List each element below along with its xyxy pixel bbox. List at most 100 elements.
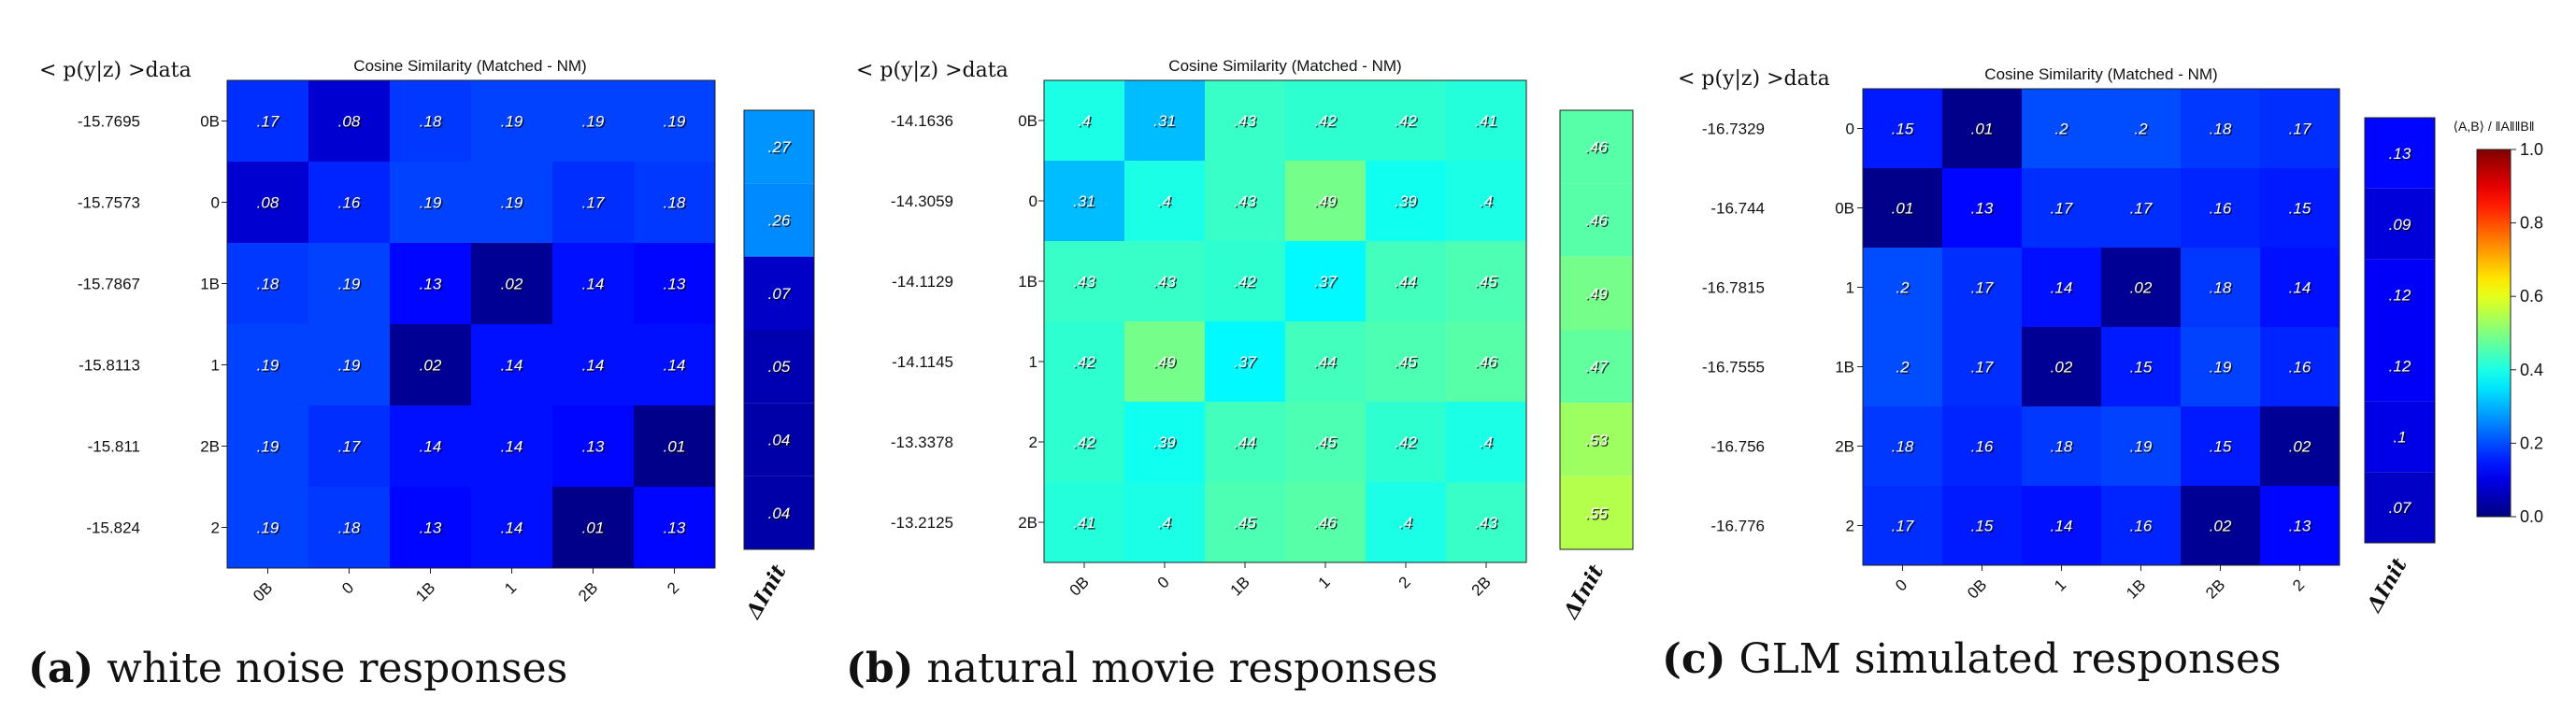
cell-label-shadow: .19 — [258, 439, 280, 457]
x-tick-label: 2B — [2202, 576, 2228, 602]
delta-init-label: .47 — [1585, 358, 1608, 376]
cell-label: .17 — [338, 438, 361, 456]
cell-label: .18 — [338, 519, 361, 537]
cell-label: .01 — [1971, 121, 1994, 138]
cell-label: .18 — [257, 276, 279, 293]
heatmap-cell — [308, 80, 390, 162]
row-value: -15.7695 — [78, 113, 140, 131]
cell-label: .19 — [257, 438, 279, 456]
cell-label-shadow: .19 — [421, 195, 443, 213]
row-value: -14.1129 — [892, 273, 953, 291]
heatmap-cell — [227, 162, 308, 243]
panel-caption: (b) natural movie responses — [846, 645, 1438, 692]
cell-label-shadow: .13 — [583, 439, 606, 457]
delta-label-shadow: .26 — [769, 213, 792, 231]
cell-label: .14 — [664, 357, 686, 375]
cell-label-shadow: .17 — [2131, 201, 2154, 219]
cell-label: .18 — [2210, 121, 2232, 138]
cell-label-shadow: .4 — [1481, 194, 1494, 212]
colorbar-tick-label: 0.2 — [2520, 434, 2543, 452]
heatmap-cell — [552, 487, 634, 568]
heatmap-cell — [2022, 486, 2101, 565]
cell-label-shadow: .19 — [258, 520, 280, 538]
y-tick-label: 2B — [200, 438, 220, 456]
x-tick-label: 1 — [501, 578, 520, 597]
cell-label: .31 — [1153, 112, 1176, 130]
heatmap-title: Cosine Similarity (Matched - NM) — [353, 57, 586, 75]
cell-label: .39 — [1395, 192, 1417, 210]
heatmap-cell — [471, 162, 552, 243]
cell-label: .4 — [1078, 112, 1091, 130]
heatmap-cell — [1942, 486, 2022, 565]
heatmap-cell — [634, 324, 715, 405]
heatmap-cell — [1942, 89, 2022, 168]
cell-label: .19 — [257, 357, 279, 375]
heatmap-cell — [1863, 89, 1942, 168]
cell-label-shadow: .02 — [2131, 280, 2154, 298]
heatmap-cell — [1446, 402, 1526, 482]
row-value: -14.1145 — [892, 353, 953, 371]
heatmap-cell — [1285, 482, 1366, 562]
heatmap-cell — [390, 324, 471, 405]
cell-label: .08 — [338, 113, 361, 131]
heatmap-cell — [1366, 241, 1446, 321]
heatmap-cell — [1205, 321, 1285, 402]
y-tick-label: 0 — [211, 194, 220, 212]
cell-label: .19 — [257, 519, 279, 537]
cell-label: .02 — [2289, 438, 2311, 456]
x-tick-label: 1 — [2051, 576, 2069, 594]
x-tick-label: 0 — [338, 578, 357, 597]
heatmap-cell — [1366, 402, 1446, 482]
cell-label: .01 — [664, 438, 686, 456]
caption-letter: (c) — [1662, 635, 1725, 683]
y-tick-label: 1B — [1018, 273, 1038, 291]
heatmap-border — [1862, 88, 2340, 566]
heatmap-panel-1: Cosine Similarity (Matched - NM) < p(y|z)… — [28, 57, 815, 692]
heatmap-panel-2: Cosine Similarity (Matched - NM) < p(y|z)… — [846, 57, 1634, 692]
heatmap-cell — [2260, 89, 2340, 168]
cell-label-shadow: .13 — [421, 520, 443, 538]
heatmap-cell — [1285, 402, 1366, 482]
cell-label-shadow: .43 — [1236, 194, 1258, 212]
cell-label: .18 — [2051, 438, 2073, 456]
heatmap-cell — [1446, 161, 1526, 241]
cell-label: .02 — [2130, 279, 2153, 297]
heatmap-cell — [2181, 248, 2260, 327]
cell-label: .37 — [1234, 353, 1256, 371]
caption-text: natural movie responses — [926, 645, 1438, 692]
heatmap-cell — [552, 243, 634, 324]
cell-label-shadow: .13 — [665, 277, 687, 294]
cell-label-shadow: .31 — [1075, 194, 1097, 212]
cell-label: .19 — [338, 276, 361, 293]
heatmap-cell — [390, 405, 471, 487]
cell-label-shadow: .13 — [421, 277, 443, 294]
cell-label-shadow: .14 — [2052, 280, 2074, 298]
y-tick-label: 2 — [1846, 518, 1854, 535]
cell-label-shadow: .42 — [1075, 435, 1097, 453]
cell-label: .17 — [2051, 200, 2073, 218]
delta-label-shadow: .47 — [1587, 360, 1610, 377]
cell-label-shadow: .15 — [1893, 121, 1915, 139]
delta-init-cell — [744, 256, 814, 330]
delta-init-cell — [1560, 183, 1633, 257]
cell-label-shadow: .45 — [1236, 516, 1258, 533]
cell-label: .19 — [501, 113, 523, 131]
colorbar-tick-label: 0.8 — [2520, 214, 2543, 233]
cell-label-shadow: .4 — [1400, 516, 1413, 533]
row-value: -16.756 — [1710, 438, 1765, 456]
cell-label-shadow: .49 — [1316, 194, 1338, 212]
cell-label-shadow: .14 — [502, 520, 524, 538]
heatmap-cell — [1942, 406, 2022, 486]
cell-label-shadow: .02 — [2052, 360, 2074, 377]
delta-init-cell — [2365, 472, 2435, 543]
x-tick-label: 2 — [2289, 576, 2308, 594]
heatmap-cell — [390, 162, 471, 243]
heatmap-cell — [390, 487, 471, 568]
cell-label: .18 — [664, 194, 686, 212]
y-tick-label: 0B — [1018, 112, 1038, 130]
delta-init-cell — [2365, 401, 2435, 473]
cell-label-shadow: .14 — [2290, 280, 2312, 298]
x-tick-label: 0B — [1964, 576, 1990, 602]
cell-label-shadow: .39 — [1155, 435, 1178, 453]
cell-label-shadow: .18 — [2211, 121, 2233, 139]
